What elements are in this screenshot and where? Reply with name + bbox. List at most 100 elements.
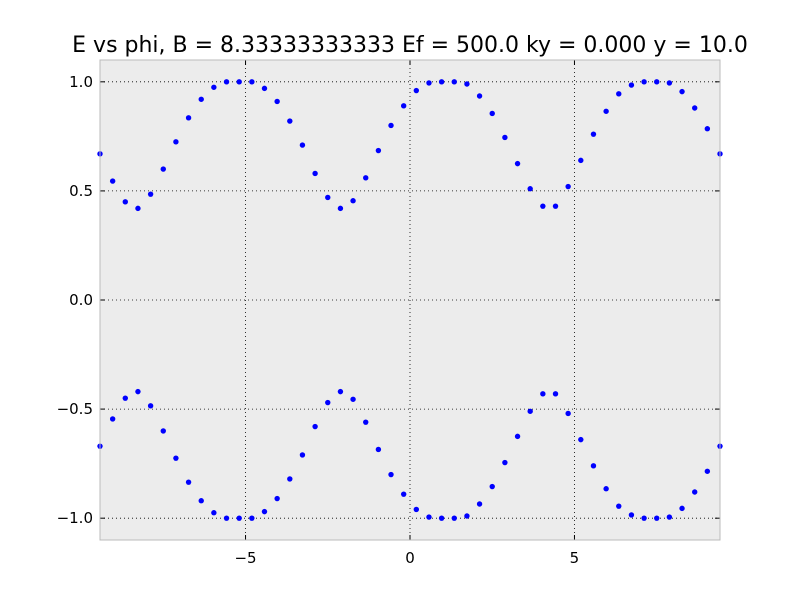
data-point bbox=[413, 87, 420, 94]
data-point bbox=[185, 115, 192, 121]
data-point bbox=[438, 79, 445, 85]
data-point bbox=[476, 501, 483, 507]
data-point bbox=[325, 194, 331, 201]
data-point bbox=[590, 463, 597, 469]
data-point bbox=[160, 428, 166, 434]
axis-ticks bbox=[100, 60, 720, 540]
data-point bbox=[350, 198, 356, 204]
data-point bbox=[451, 79, 457, 85]
data-point bbox=[312, 423, 318, 430]
data-point bbox=[578, 436, 584, 443]
data-point bbox=[565, 410, 571, 417]
data-point bbox=[236, 79, 242, 85]
data-point bbox=[641, 515, 647, 521]
data-point bbox=[299, 452, 306, 458]
data-point bbox=[641, 79, 647, 85]
y-tick-label: −1.0 bbox=[57, 509, 93, 527]
data-point bbox=[679, 88, 685, 95]
data-point bbox=[628, 82, 635, 88]
data-point bbox=[223, 515, 230, 521]
data-point bbox=[375, 147, 382, 154]
tick-labels: −5 0 5 1.0 0.5 0.0 −0.5 −1.0 bbox=[57, 73, 580, 567]
data-point bbox=[274, 98, 280, 105]
data-point bbox=[692, 105, 698, 111]
data-point bbox=[527, 186, 533, 192]
data-point bbox=[198, 498, 204, 504]
data-point bbox=[616, 91, 622, 97]
chart-title: E vs phi, B = 8.33333333333 Ef = 500.0 k… bbox=[72, 33, 748, 58]
data-point bbox=[464, 81, 470, 87]
data-point bbox=[337, 205, 344, 212]
data-point bbox=[666, 514, 673, 520]
data-point bbox=[704, 126, 711, 132]
data-point bbox=[299, 142, 306, 148]
data-point bbox=[236, 515, 242, 521]
data-point bbox=[287, 476, 293, 482]
data-point bbox=[147, 403, 154, 409]
x-tick-label: 0 bbox=[405, 549, 415, 567]
data-point bbox=[160, 166, 166, 172]
data-point bbox=[122, 395, 128, 401]
data-point bbox=[426, 514, 432, 520]
data-point bbox=[654, 79, 660, 85]
data-point bbox=[135, 205, 141, 212]
data-point bbox=[704, 468, 711, 474]
data-point bbox=[438, 515, 445, 521]
data-point bbox=[540, 203, 546, 209]
data-point bbox=[249, 79, 255, 85]
data-point bbox=[489, 483, 495, 490]
data-point bbox=[451, 515, 457, 521]
data-point bbox=[565, 183, 571, 190]
data-point bbox=[603, 486, 609, 492]
data-point bbox=[616, 503, 622, 509]
data-point bbox=[211, 84, 217, 90]
data-point bbox=[261, 85, 268, 92]
data-point bbox=[552, 391, 559, 397]
data-point bbox=[464, 513, 470, 519]
y-tick-label: −0.5 bbox=[57, 400, 93, 418]
data-point bbox=[287, 118, 293, 124]
data-point bbox=[552, 203, 559, 209]
data-point bbox=[337, 388, 344, 395]
data-point bbox=[692, 489, 698, 495]
data-point bbox=[514, 433, 521, 440]
data-point bbox=[628, 512, 635, 518]
data-point bbox=[426, 80, 432, 86]
x-tick-label: 5 bbox=[570, 549, 580, 567]
data-point bbox=[363, 419, 369, 425]
data-point bbox=[122, 199, 128, 205]
data-point bbox=[312, 170, 318, 177]
data-point bbox=[185, 479, 192, 485]
data-point bbox=[400, 491, 407, 497]
data-point bbox=[147, 191, 154, 197]
data-point bbox=[173, 455, 179, 461]
data-point bbox=[413, 506, 420, 513]
data-point bbox=[578, 157, 584, 164]
data-point bbox=[363, 175, 369, 181]
data-point bbox=[489, 110, 495, 117]
data-point bbox=[261, 508, 268, 515]
data-point bbox=[400, 103, 407, 109]
grid-lines bbox=[100, 60, 720, 540]
data-point bbox=[502, 134, 508, 141]
data-point bbox=[388, 122, 394, 129]
data-point bbox=[388, 471, 394, 478]
y-tick-label: 0.5 bbox=[69, 182, 93, 200]
data-point bbox=[249, 515, 255, 521]
data-point bbox=[502, 459, 508, 466]
data-point bbox=[173, 139, 179, 145]
data-point bbox=[666, 80, 673, 86]
data-point bbox=[514, 160, 521, 167]
plot-frame bbox=[99, 59, 721, 541]
data-point bbox=[325, 399, 331, 406]
data-point bbox=[223, 79, 230, 85]
y-tick-label: 1.0 bbox=[69, 73, 93, 91]
data-point bbox=[274, 495, 280, 502]
data-point bbox=[603, 108, 609, 114]
data-point bbox=[198, 96, 204, 102]
data-point bbox=[679, 505, 685, 512]
data-point bbox=[350, 396, 356, 402]
data-point bbox=[540, 391, 546, 397]
data-point bbox=[590, 131, 597, 137]
